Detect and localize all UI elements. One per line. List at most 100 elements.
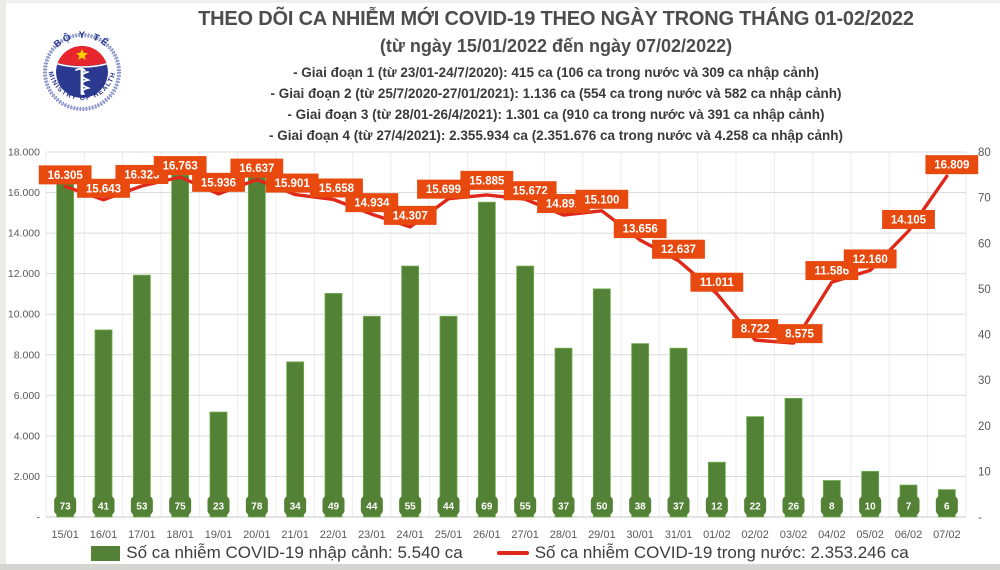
bar-value-badge: [322, 496, 345, 515]
bar-value-badge: [360, 496, 383, 515]
right-axis-tick-label: 30: [978, 375, 991, 387]
bar-value-label: 49: [328, 502, 340, 513]
right-axis-tick-label: -: [978, 512, 982, 524]
line-point-label: 11.586: [815, 266, 850, 278]
bar-value-badge: [705, 496, 728, 515]
bar-value-badge: [475, 496, 498, 515]
line-point-label: 16.809: [934, 160, 969, 172]
bar-value-badge: [130, 496, 153, 515]
line-point-label: 16.325: [124, 169, 160, 181]
line-point-label: 15.901: [275, 178, 311, 190]
phase-4-line: - Giai đoạn 4 (từ 27/4/2021): 2.355.934 …: [269, 128, 843, 143]
line-point-label: 15.699: [426, 184, 461, 196]
bar: [554, 347, 573, 518]
bar-value-badge: [667, 496, 690, 515]
date-tick-label: 03/02: [780, 529, 808, 541]
line-point-label-box: [417, 179, 470, 199]
bar: [362, 315, 381, 518]
line-point-label-box: [310, 178, 363, 198]
bar-value-badge: [859, 496, 882, 515]
bar-value-badge: [169, 496, 192, 515]
legend-item-imported: Số ca nhiễm COVID-19 nhập cảnh: 5.540 ca: [91, 543, 463, 563]
line-point-label: 8.722: [741, 324, 770, 336]
left-axis-tick-label: 16.000: [8, 187, 40, 199]
bottom-strip: [0, 564, 1000, 570]
ministry-of-health-logo: BỘ Y TẾ MINISTRY OF HEALTH: [43, 30, 121, 111]
date-tick-label: 27/01: [511, 529, 539, 541]
line-point-label-box: [732, 319, 779, 339]
legend-bar-swatch-icon: [91, 545, 121, 561]
bar: [592, 288, 611, 518]
phase-1-line: - Giai đoạn 1 (từ 23/01-24/7/2020): 415 …: [293, 65, 819, 80]
page-title: THEO DÕI CA NHIỄM MỚI COVID-19 THEO NGÀY…: [198, 8, 914, 30]
bar-value-badge: [590, 496, 613, 515]
phase-summary: - Giai đoạn 1 (từ 23/01-24/7/2020): 415 …: [118, 62, 994, 146]
right-axis-tick-label: 10: [978, 466, 991, 478]
bar: [171, 174, 190, 518]
bar: [56, 183, 75, 518]
bar: [286, 361, 305, 518]
bar-value-label: 37: [673, 502, 685, 513]
logo-emblem: [56, 46, 108, 98]
bar-value-label: 6: [944, 502, 950, 513]
date-tick-label: 26/01: [473, 529, 501, 541]
date-tick-label: 21/01: [281, 529, 309, 541]
bar-value-label: 8: [829, 502, 835, 513]
line-point-label-box: [153, 156, 207, 176]
right-axis-tick-label: 60: [978, 238, 991, 250]
left-axis-tick-label: -: [37, 512, 41, 524]
top-edge-strip: [0, 0, 1000, 3]
date-tick-label: 17/01: [128, 529, 156, 541]
line-point-label: 14.307: [393, 210, 428, 222]
date-tick-label: 15/01: [51, 529, 79, 541]
date-tick-label: 30/01: [626, 529, 654, 541]
line-point-label: 12.637: [661, 244, 696, 256]
bar: [784, 397, 803, 518]
bar: [477, 201, 496, 518]
line-point-label-box: [690, 272, 744, 292]
date-tick-label: 31/01: [665, 529, 693, 541]
bar: [132, 274, 151, 518]
line-point-label-box: [776, 324, 823, 344]
line-point-label: 14.934: [354, 198, 390, 210]
line-point-label-box: [652, 239, 705, 259]
line-point-label-box: [843, 249, 897, 269]
line-point-label: 15.643: [86, 183, 121, 195]
date-tick-label: 28/01: [550, 529, 578, 541]
date-tick-label: 06/02: [895, 529, 923, 541]
bar-value-badge: [935, 496, 958, 515]
right-axis-tick-label: 20: [978, 421, 991, 433]
bar: [209, 411, 228, 518]
date-tick-label: 22/01: [320, 529, 348, 541]
line-point-label: 15.658: [319, 183, 355, 195]
line-point-label-box: [575, 189, 629, 209]
left-axis-tick-label: 4.000: [14, 430, 40, 442]
date-tick-label: 04/02: [818, 529, 846, 541]
bar-value-badge: [245, 496, 268, 515]
line-point-label: 15.100: [584, 194, 619, 206]
bar-value-label: 22: [750, 502, 762, 513]
date-tick-label: 20/01: [243, 529, 271, 541]
right-axis-tick-label: 40: [978, 330, 991, 342]
left-axis-tick-label: 18.000: [8, 147, 40, 159]
line-point-label: 15.885: [469, 175, 505, 187]
line-point-label: 16.305: [48, 170, 84, 182]
date-tick-label: 16/01: [90, 529, 118, 541]
bar-value-badge: [744, 496, 767, 515]
bar-value-label: 12: [711, 502, 723, 513]
bar-value-label: 75: [175, 502, 187, 513]
bar-value-label: 7: [906, 502, 912, 513]
date-tick-label: 18/01: [166, 529, 194, 541]
bar-value-badge: [552, 496, 575, 515]
legend-line-swatch-icon: [496, 551, 529, 555]
date-tick-label: 05/02: [856, 529, 884, 541]
bar-value-label: 26: [788, 502, 800, 513]
date-tick-label: 01/02: [703, 529, 731, 541]
bar-value-badge: [399, 496, 422, 515]
bar-value-label: 55: [520, 502, 532, 513]
right-axis-tick-label: 70: [978, 193, 991, 205]
bar-value-badge: [820, 496, 843, 515]
bar-value-label: 34: [290, 502, 302, 513]
